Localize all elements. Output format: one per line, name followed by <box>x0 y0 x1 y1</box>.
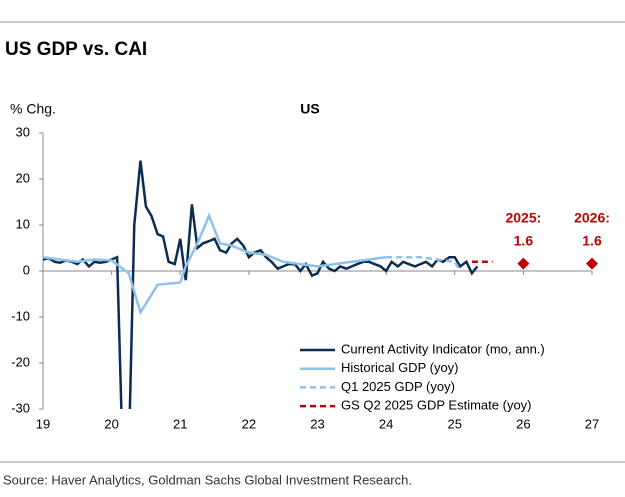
x-tick-label: 19 <box>36 416 50 431</box>
x-tick-label: 23 <box>310 416 324 431</box>
x-tick-label: 21 <box>173 416 187 431</box>
series-line <box>386 255 462 272</box>
x-tick-label: 26 <box>516 416 530 431</box>
x-tick-label: 24 <box>379 416 393 431</box>
series-line <box>43 212 387 316</box>
y-tick-label: -20 <box>11 354 30 369</box>
x-tick-label: 27 <box>585 416 599 431</box>
estimate-value: 1.6 <box>582 233 602 249</box>
y-tick-label: -30 <box>11 400 30 415</box>
estimate-year: 2025: <box>505 210 541 226</box>
y-axis-label: % Chg. <box>10 101 56 117</box>
chart-title: US GDP vs. CAI <box>5 39 147 60</box>
estimate-marker <box>586 257 598 270</box>
y-tick-label: 10 <box>16 216 30 231</box>
y-tick-label: -10 <box>11 308 30 323</box>
y-tick-label: 20 <box>16 170 30 185</box>
y-tick-label: 0 <box>23 262 30 277</box>
legend-label: Current Activity Indicator (mo, ann.) <box>341 341 545 356</box>
y-tick-label: 30 <box>16 124 30 139</box>
series-line <box>43 160 479 409</box>
legend-label: GS Q2 2025 GDP Estimate (yoy) <box>341 398 532 413</box>
estimate-marker <box>517 257 530 270</box>
estimate-year: 2026: <box>574 210 610 226</box>
x-tick-label: 22 <box>242 416 256 431</box>
x-tick-label: 25 <box>448 416 462 431</box>
estimate-value: 1.6 <box>514 233 534 249</box>
source-note: Source: Haver Analytics, Goldman Sachs G… <box>3 472 412 487</box>
chart-subtitle: US <box>300 101 319 117</box>
legend-label: Q1 2025 GDP (yoy) <box>341 379 455 394</box>
plot-area <box>43 160 493 409</box>
x-tick-label: 20 <box>104 416 118 431</box>
legend-label: Historical GDP (yoy) <box>341 360 459 375</box>
